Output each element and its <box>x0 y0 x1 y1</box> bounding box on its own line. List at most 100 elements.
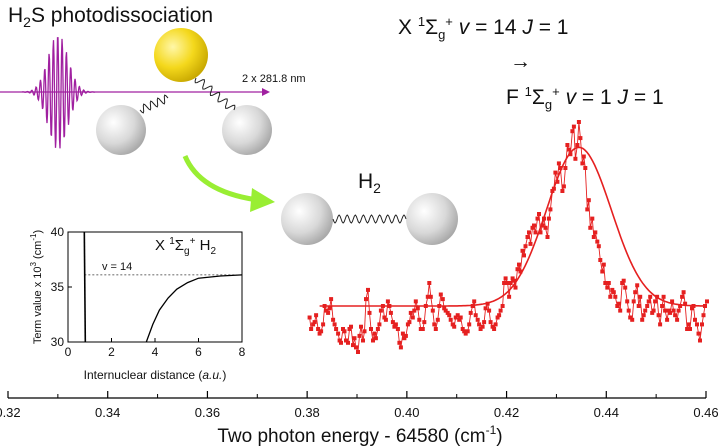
data-point <box>442 306 447 311</box>
data-point <box>427 281 432 285</box>
data-point <box>685 327 690 331</box>
data-point <box>398 345 403 350</box>
data-points <box>307 120 709 354</box>
data-point <box>532 223 536 228</box>
data-point <box>324 308 329 313</box>
data-point <box>588 225 593 230</box>
data-point <box>448 317 453 322</box>
inset-x-tick-label: 2 <box>108 345 115 359</box>
data-point <box>458 315 463 320</box>
data-point <box>583 166 588 170</box>
data-point <box>546 216 551 221</box>
data-point <box>593 230 598 235</box>
data-point <box>635 283 640 288</box>
main-x-tick-label: 0.46 <box>693 405 718 420</box>
transition-arrow: → <box>510 50 531 73</box>
data-point <box>621 278 626 283</box>
data-point <box>655 294 660 299</box>
data-point <box>455 313 460 318</box>
data-point <box>573 156 578 161</box>
data-point <box>645 304 650 308</box>
data-point <box>551 186 556 191</box>
data-point <box>611 290 616 295</box>
data-point <box>528 241 533 246</box>
data-point <box>388 310 393 315</box>
data-point <box>641 313 646 318</box>
data-point <box>600 269 605 274</box>
data-point <box>696 331 701 336</box>
data-point <box>472 299 477 304</box>
data-point <box>522 253 526 258</box>
data-point <box>505 281 510 285</box>
main-x-axis-label: Two photon energy - 64580 (cm-1) <box>217 423 502 447</box>
data-point <box>485 301 490 306</box>
data-point <box>543 225 548 230</box>
data-point <box>397 340 402 345</box>
data-point <box>636 304 641 308</box>
data-point <box>640 317 645 322</box>
data-point <box>477 322 482 327</box>
data-point <box>513 285 518 290</box>
data-point <box>490 324 495 329</box>
data-point <box>465 329 470 334</box>
data-point <box>625 299 630 304</box>
data-point <box>666 308 671 313</box>
green-arrow-head <box>250 188 275 212</box>
data-point <box>432 322 437 327</box>
main-x-tick-label: 0.42 <box>494 405 519 420</box>
data-point <box>681 290 686 295</box>
data-point <box>586 198 591 203</box>
data-point <box>648 294 653 299</box>
data-point <box>671 308 676 313</box>
data-point <box>375 327 380 331</box>
data-point <box>415 306 420 311</box>
data-point <box>460 327 465 331</box>
green-arrow-shaft <box>182 154 259 203</box>
laser-arrowhead <box>262 88 270 96</box>
data-point <box>309 327 314 331</box>
data-point <box>362 329 367 334</box>
data-point <box>538 230 543 235</box>
data-point <box>590 216 595 221</box>
laser-wavelength-label: 2 x 281.8 nm <box>242 73 306 85</box>
data-point <box>558 166 563 170</box>
data-point <box>701 313 706 318</box>
data-point <box>473 313 478 318</box>
data-point <box>542 216 546 221</box>
data-point <box>630 317 635 322</box>
data-point <box>518 269 523 274</box>
data-point <box>503 276 508 281</box>
inset-x-axis-label: Internuclear distance (a.u.) <box>84 368 227 382</box>
data-point <box>478 327 483 331</box>
data-point <box>453 315 458 320</box>
data-point <box>651 308 656 313</box>
inset-ticks: 0 2 4 6 8 30 35 40 <box>51 225 246 359</box>
data-point <box>620 281 625 285</box>
data-point <box>598 258 603 262</box>
data-point <box>638 294 643 299</box>
data-point <box>312 320 317 325</box>
data-point <box>705 299 709 304</box>
inset-x-tick-label: 0 <box>65 345 72 359</box>
data-point <box>369 327 373 331</box>
data-point <box>650 310 655 315</box>
data-point <box>660 304 665 308</box>
data-point <box>500 304 505 308</box>
data-point <box>678 304 683 308</box>
data-point <box>433 327 438 331</box>
data-point <box>683 301 688 306</box>
data-point <box>422 320 427 325</box>
data-point <box>450 322 455 327</box>
data-point <box>596 244 601 249</box>
data-point <box>357 333 362 338</box>
data-point <box>502 281 507 285</box>
data-point <box>603 281 608 285</box>
laser-pulse-waveform <box>21 37 96 149</box>
data-point <box>311 322 316 327</box>
data-point <box>561 184 566 189</box>
data-point <box>643 308 648 313</box>
data-point <box>319 329 324 334</box>
data-point <box>457 317 462 322</box>
data-point <box>658 322 663 327</box>
spectrum-chart: 0.32 0.34 0.36 0.38 0.40 0.42 0.44 0.46 <box>0 120 719 420</box>
